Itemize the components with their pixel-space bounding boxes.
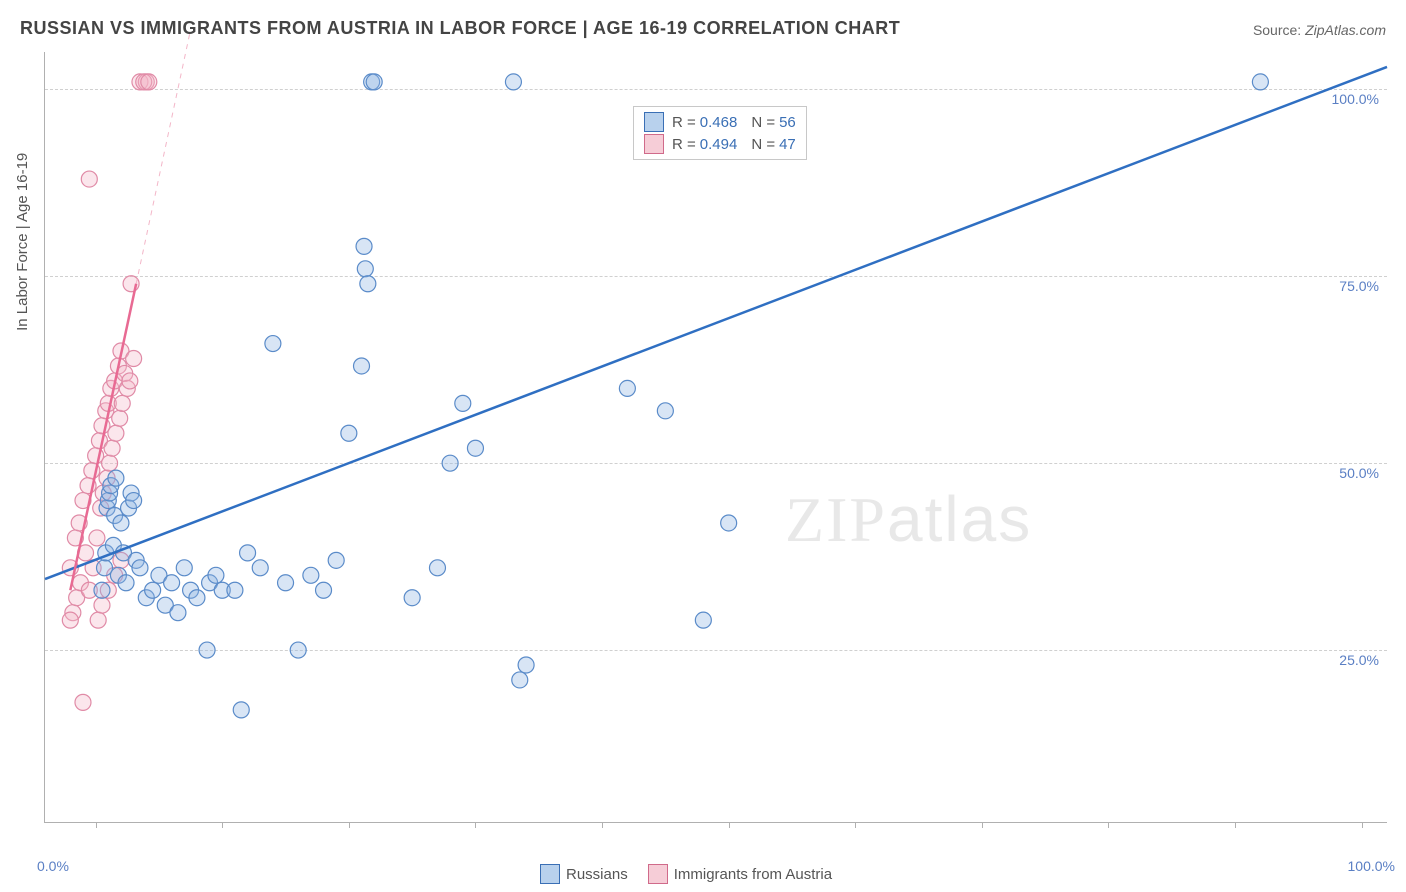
scatter-point-austria (90, 612, 106, 628)
scatter-point-austria (126, 351, 142, 367)
r-value: 0.468 (700, 114, 738, 131)
scatter-point-russians (170, 605, 186, 621)
scatter-point-austria (62, 612, 78, 628)
y-axis-label: In Labor Force | Age 16-19 (14, 153, 31, 331)
scatter-point-russians (357, 261, 373, 277)
correlation-legend: R = 0.468 N = 56 R = 0.494 N = 47 (633, 106, 807, 160)
scatter-point-russians (360, 276, 376, 292)
legend-swatch (644, 112, 664, 132)
n-label: N = (751, 114, 775, 131)
scatter-point-russians (233, 702, 249, 718)
scatter-point-russians (208, 567, 224, 583)
scatter-point-russians (176, 560, 192, 576)
scatter-point-russians (240, 545, 256, 561)
scatter-point-austria (141, 74, 157, 90)
scatter-point-russians (118, 575, 134, 591)
source-label: Source: (1253, 22, 1305, 38)
scatter-point-russians (721, 515, 737, 531)
scatter-point-russians (94, 582, 110, 598)
scatter-point-russians (290, 642, 306, 658)
scatter-point-russians (164, 575, 180, 591)
scatter-point-russians (1252, 74, 1268, 90)
legend-series-label: Russians (566, 866, 628, 883)
scatter-point-austria (89, 530, 105, 546)
trend-extrapolation-austria (136, 30, 190, 284)
r-value: 0.494 (700, 136, 738, 153)
y-tick-label: 25.0% (1339, 652, 1379, 668)
scatter-point-russians (328, 552, 344, 568)
legend-swatch (644, 134, 664, 154)
scatter-point-russians (132, 560, 148, 576)
r-label: R = (672, 136, 696, 153)
scatter-point-austria (112, 410, 128, 426)
scatter-point-austria (114, 395, 130, 411)
scatter-point-russians (278, 575, 294, 591)
scatter-svg (45, 52, 1387, 822)
scatter-point-russians (199, 642, 215, 658)
scatter-point-russians (354, 358, 370, 374)
correlation-legend-row: R = 0.494 N = 47 (644, 133, 796, 155)
scatter-point-russians (467, 440, 483, 456)
scatter-point-russians (303, 567, 319, 583)
legend-series-label: Immigrants from Austria (674, 866, 832, 883)
scatter-point-russians (442, 455, 458, 471)
scatter-point-russians (695, 612, 711, 628)
scatter-point-austria (123, 276, 139, 292)
source-attribution: Source: ZipAtlas.com (1253, 22, 1386, 38)
scatter-point-russians (113, 515, 129, 531)
n-value: 47 (779, 136, 796, 153)
scatter-point-russians (145, 582, 161, 598)
series-legend: Russians Immigrants from Austria (540, 864, 832, 884)
x-min-label: 0.0% (37, 858, 69, 874)
plot-area: ZIPatlas R = 0.468N = 56R = 0.494N = 47 … (44, 52, 1387, 823)
correlation-legend-row: R = 0.468 N = 56 (644, 111, 796, 133)
series-legend-item: Russians (540, 864, 628, 884)
scatter-point-russians (429, 560, 445, 576)
scatter-point-russians (341, 425, 357, 441)
n-label: N = (751, 136, 775, 153)
scatter-point-russians (455, 395, 471, 411)
scatter-point-russians (252, 560, 268, 576)
scatter-point-russians (316, 582, 332, 598)
scatter-point-russians (505, 74, 521, 90)
legend-swatch (540, 864, 560, 884)
source-site: ZipAtlas.com (1305, 22, 1386, 38)
scatter-point-russians (657, 403, 673, 419)
scatter-point-austria (104, 440, 120, 456)
x-max-label: 100.0% (1348, 858, 1395, 874)
scatter-point-russians (619, 380, 635, 396)
y-tick-label: 100.0% (1332, 91, 1379, 107)
scatter-point-austria (94, 597, 110, 613)
scatter-point-austria (122, 373, 138, 389)
scatter-point-austria (75, 694, 91, 710)
y-tick-label: 75.0% (1339, 278, 1379, 294)
scatter-point-austria (102, 455, 118, 471)
scatter-point-austria (81, 171, 97, 187)
r-label: R = (672, 114, 696, 131)
scatter-point-russians (126, 493, 142, 509)
chart-container: RUSSIAN VS IMMIGRANTS FROM AUSTRIA IN LA… (0, 0, 1406, 892)
series-legend-item: Immigrants from Austria (628, 864, 832, 884)
trend-line-austria (70, 284, 136, 591)
scatter-point-russians (108, 470, 124, 486)
scatter-point-russians (227, 582, 243, 598)
n-value: 56 (779, 114, 796, 131)
chart-title: RUSSIAN VS IMMIGRANTS FROM AUSTRIA IN LA… (20, 18, 900, 39)
scatter-point-russians (356, 238, 372, 254)
scatter-point-austria (108, 425, 124, 441)
scatter-point-russians (512, 672, 528, 688)
scatter-point-russians (189, 590, 205, 606)
scatter-point-russians (404, 590, 420, 606)
scatter-point-russians (366, 74, 382, 90)
legend-swatch (648, 864, 668, 884)
scatter-point-russians (518, 657, 534, 673)
scatter-point-russians (265, 336, 281, 352)
y-tick-label: 50.0% (1339, 465, 1379, 481)
